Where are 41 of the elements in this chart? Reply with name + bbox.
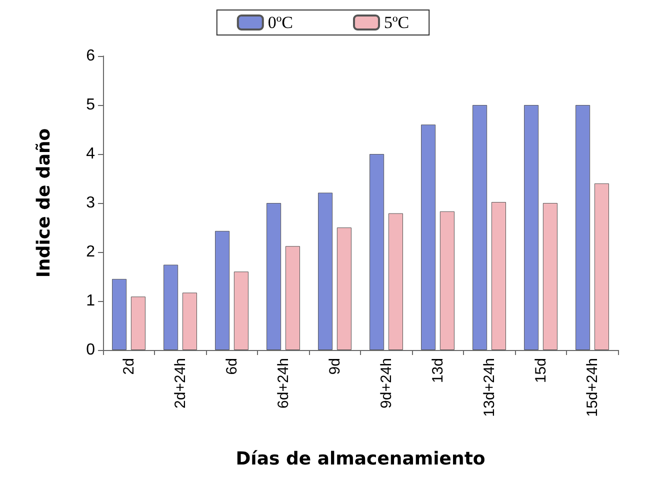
legend-label: 5ºC [384,13,410,32]
x-tick-label: 13d [429,358,446,384]
x-axis-title: Días de almacenamiento [236,448,486,470]
y-tick-label: 5 [86,96,96,114]
bar [440,211,454,350]
bar [318,192,333,350]
bar [285,246,300,350]
x-tick-label: 9d+24h [378,358,395,408]
legend-label: 0ºC [268,13,294,32]
x-tick-label: 6d [223,358,240,375]
x-tick-label: 6d+24h [274,358,292,408]
bar [234,272,248,350]
bar [182,292,197,350]
x-tick-label: 9d [326,358,344,375]
bar [336,228,352,350]
x-tick-label: 15d [532,358,550,384]
x-tick-label: 13d+24h [480,358,498,417]
bar [266,203,282,350]
y-tick-label: 2 [86,244,96,260]
bar [388,213,403,350]
y-tick-label: 0 [86,342,96,358]
bar [594,183,609,350]
x-tick-label: 15d+24h [584,358,601,417]
bar [112,278,127,350]
y-tick-label: 6 [86,48,96,64]
x-tick-label: 2d [120,358,138,375]
bar [542,203,558,350]
bar [421,124,436,350]
y-axis-title: Indice de daño [34,128,54,278]
y-tick-label: 4 [86,146,96,162]
bar [370,154,384,350]
bar [472,105,488,350]
bar [576,105,590,350]
bar [215,230,230,350]
bar [524,105,539,350]
y-tick-label: 3 [86,194,96,212]
bar [164,264,178,350]
y-tick-label: 1 [86,292,96,310]
bar [491,202,506,350]
bar [130,296,146,350]
x-tick-label: 2d+24h [172,358,189,408]
